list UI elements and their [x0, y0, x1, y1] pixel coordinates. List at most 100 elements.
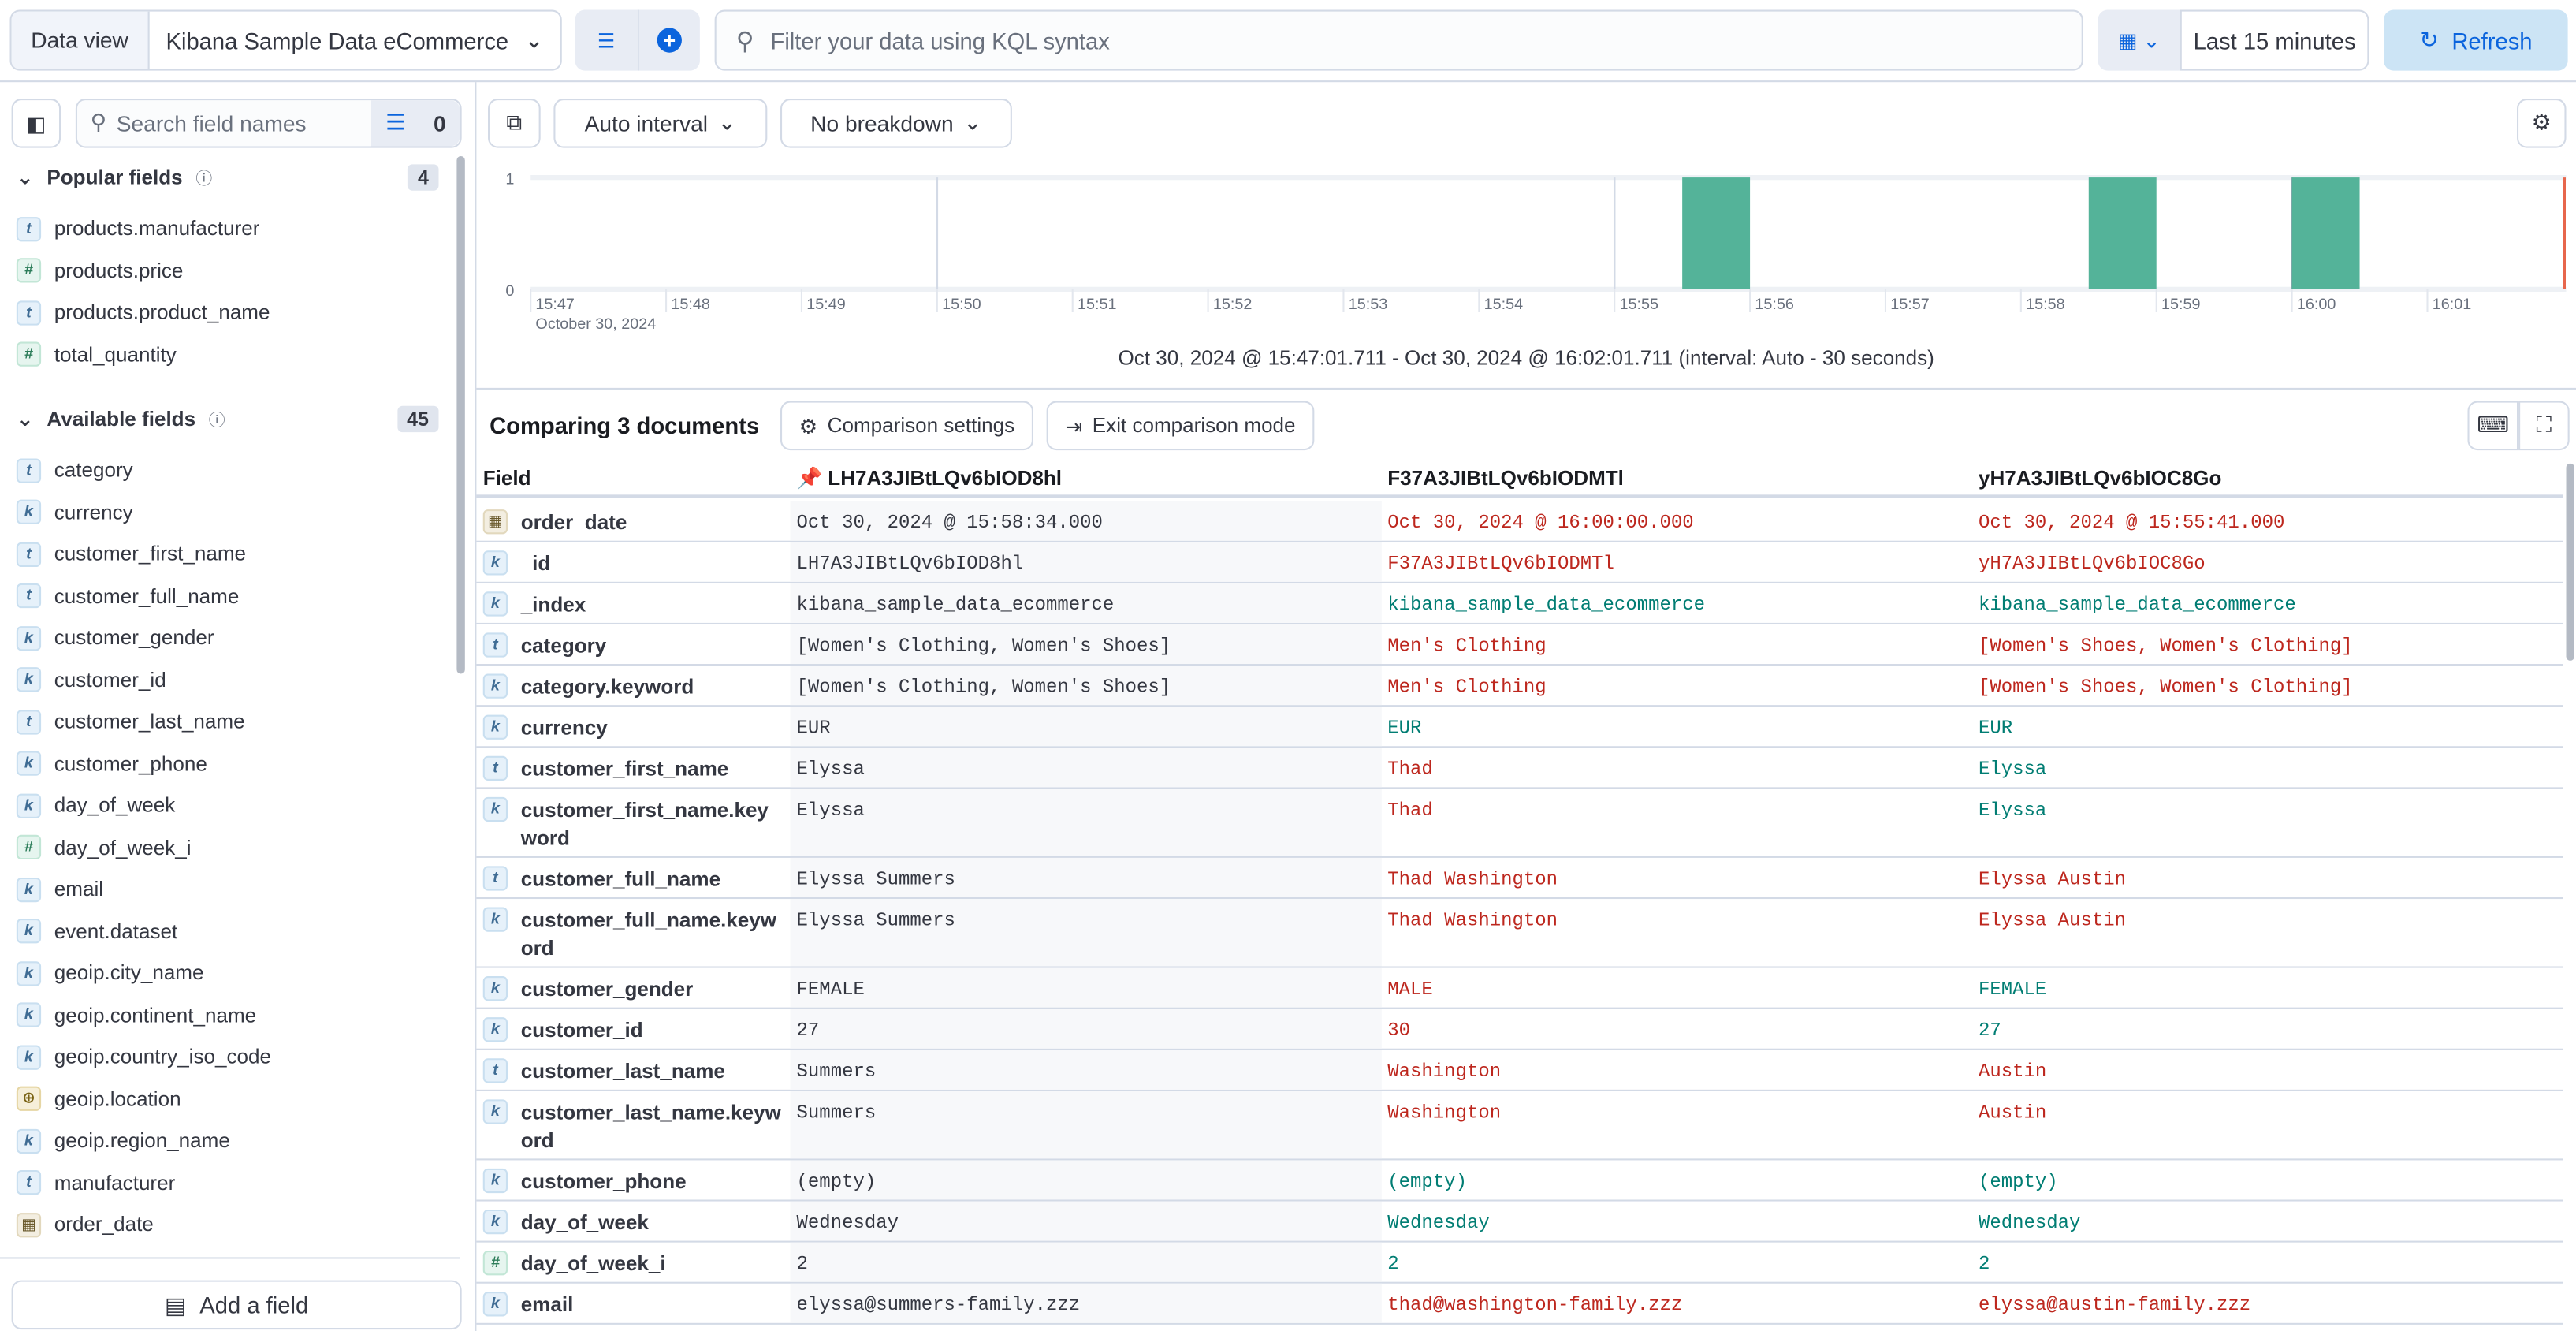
field-name: currency: [54, 500, 133, 524]
field-item[interactable]: # products.price: [16, 254, 184, 287]
column-header-pinned-doc[interactable]: 📌 LH7A3JIBtLQv6bIOD8hl: [790, 462, 1381, 495]
info-icon: ⓘ: [208, 412, 225, 431]
exit-comparison-button[interactable]: ⇥ Exit comparison mode: [1046, 401, 1315, 451]
field-item[interactable]: k geoip.city_name: [16, 956, 204, 990]
sidebar-scrollbar[interactable]: [456, 155, 465, 674]
value-cell: Oct 30, 2024 @ 16:00:00.000: [1387, 513, 1694, 535]
field-cell: k customer_phone: [476, 1160, 790, 1199]
field-item[interactable]: t customer_first_name: [16, 538, 246, 571]
histogram-chart[interactable]: 15:47 15:48 15:49 15:50 15:51 15:52 15:53 15:54…: [476, 156, 2576, 340]
field-item[interactable]: # day_of_week_i: [16, 831, 192, 864]
value-cell: Elyssa: [1978, 759, 2047, 781]
table-row: # day_of_week_i 2 2 2: [476, 1242, 2563, 1284]
divider: [0, 1257, 460, 1259]
field-item[interactable]: t products.product_name: [16, 296, 270, 329]
table-row: k currency EUR EUR EUR: [476, 707, 2563, 748]
column-header-field: Field: [482, 466, 531, 490]
field-item[interactable]: t customer_full_name: [16, 580, 239, 613]
data-view-picker[interactable]: Data view Kibana Sample Data eCommerce ⌄: [9, 9, 562, 71]
value-cell: EUR: [1387, 718, 1422, 740]
keyboard-shortcuts-button[interactable]: ⌨: [2467, 401, 2519, 451]
table-row: k customer_gender FEMALE MALE FEMALE: [476, 967, 2563, 1009]
time-range-text: Oct 30, 2024 @ 15:47:01.711 - Oct 30, 20…: [1118, 346, 1934, 370]
time-range-display[interactable]: Last 15 minutes: [2180, 9, 2369, 71]
value-cell: EUR: [1978, 718, 2013, 740]
popular-fields-header[interactable]: ⌄ Popular fields ⓘ: [17, 164, 212, 188]
field-type-k-icon: k: [16, 1128, 42, 1154]
field-item[interactable]: ▦ order_date: [16, 1208, 154, 1241]
value-cell-pinned: [Women's Clothing, Women's Shoes]: [790, 666, 1381, 706]
field-item[interactable]: t customer_last_name: [16, 705, 245, 738]
field-item[interactable]: t manufacturer: [16, 1166, 175, 1199]
value-cell: 27: [1978, 1020, 2001, 1042]
field-item[interactable]: k day_of_week: [16, 789, 175, 822]
field-item[interactable]: k currency: [16, 495, 133, 528]
comparison-settings-label: Comparison settings: [827, 414, 1015, 438]
table-row: k _index kibana_sample_data_ecommerce kib…: [476, 583, 2563, 624]
value-cell: Thad: [1387, 800, 1433, 822]
x-tick-label: 15:54: [1484, 296, 1524, 313]
kql-search-input[interactable]: ⚲ Filter your data using KQL syntax: [714, 9, 2083, 71]
histogram-bar[interactable]: [1682, 177, 1751, 289]
value-cell: Washington: [1387, 1061, 1502, 1083]
field-cell: k _id: [476, 542, 790, 582]
field-type-t-icon: t: [482, 632, 508, 658]
value-cell-pinned: Oct 30, 2024 @ 15:58:34.000: [790, 501, 1381, 541]
breakdown-select[interactable]: No breakdown ⌄: [780, 99, 1012, 148]
comparison-settings-button[interactable]: ⚙ Comparison settings: [780, 401, 1033, 451]
table-row: k email elyssa@summers-family.zzz thad@wa…: [476, 1283, 2563, 1325]
add-filter-button[interactable]: +: [637, 9, 700, 71]
value-cell: Elyssa: [1978, 800, 2047, 822]
field-item[interactable]: k geoip.region_name: [16, 1124, 230, 1158]
value-cell-pinned: [Women's Clothing, Women's Shoes]: [790, 624, 1381, 665]
breakdown-label: No breakdown: [810, 110, 954, 136]
date-quick-menu-button[interactable]: ▦ ⌄: [2098, 9, 2180, 71]
x-tick-label: 15:55: [1619, 296, 1658, 313]
toggle-chart-button[interactable]: ⧉: [488, 99, 541, 148]
field-item[interactable]: k customer_phone: [16, 747, 207, 780]
field-name: customer_full_name.keyword: [520, 908, 777, 960]
fullscreen-button[interactable]: ⛶: [2518, 401, 2570, 451]
table-scrollbar[interactable]: [2566, 463, 2574, 661]
interval-select[interactable]: Auto interval ⌄: [553, 99, 768, 148]
field-type-k-icon: k: [482, 673, 508, 699]
column-header-doc[interactable]: yH7A3JIBtLQv6bIOC8Go: [1978, 466, 2222, 490]
field-item[interactable]: k geoip.continent_name: [16, 998, 256, 1031]
x-tick-label: 15:56: [1755, 296, 1794, 313]
field-item[interactable]: ⊕ geoip.location: [16, 1082, 181, 1115]
field-cell: k customer_id: [476, 1009, 790, 1049]
field-type-t-icon: t: [16, 541, 42, 567]
field-name: products.product_name: [54, 300, 270, 324]
field-item[interactable]: k customer_id: [16, 663, 166, 696]
field-item[interactable]: k event.dataset: [16, 915, 177, 948]
chart-options-button[interactable]: ⚙: [2516, 99, 2567, 148]
column-header-doc[interactable]: F37A3JIBtLQv6bIODMTl: [1387, 466, 1624, 490]
field-item[interactable]: k customer_gender: [16, 621, 214, 654]
y-tick-label: 0: [505, 282, 514, 300]
plus-circle-icon: +: [657, 28, 682, 53]
field-item[interactable]: t category: [16, 453, 133, 487]
value-cell-pinned: Wednesday: [790, 1201, 1381, 1241]
field-sidebar: ◧ ⚲ Search field names ☰ 0 ⌄ Popular fields…: [0, 82, 477, 1331]
value-cell-pinned: Elyssa: [790, 748, 1381, 788]
filter-menu-button[interactable]: ☰: [575, 9, 638, 71]
field-item[interactable]: t products.manufacturer: [16, 212, 259, 245]
field-item[interactable]: k email: [16, 873, 103, 906]
field-name: customer_id: [54, 668, 166, 692]
field-type-k-icon: k: [482, 1292, 508, 1317]
field-item[interactable]: k geoip.country_iso_code: [16, 1040, 271, 1073]
collapse-sidebar-button[interactable]: ◧: [11, 99, 61, 148]
field-type-filter-button[interactable]: ☰ 0: [371, 100, 460, 147]
field-type-k-icon: k: [482, 714, 508, 740]
field-name: customer_last_name: [520, 1060, 725, 1083]
available-fields-header[interactable]: ⌄ Available fields ⓘ: [17, 406, 225, 431]
refresh-button[interactable]: ↻ Refresh: [2384, 9, 2568, 71]
exit-icon: ⇥: [1065, 415, 1083, 438]
add-field-button[interactable]: ▤ Add a field: [11, 1280, 462, 1330]
field-item[interactable]: # total_quantity: [16, 337, 177, 371]
histogram-bar[interactable]: [2291, 177, 2360, 289]
field-search-input[interactable]: ⚲ Search field names ☰ 0: [75, 99, 462, 148]
field-name: customer_phone: [54, 751, 207, 775]
histogram-bar[interactable]: [2088, 177, 2157, 289]
search-icon: ⚲: [90, 110, 107, 135]
